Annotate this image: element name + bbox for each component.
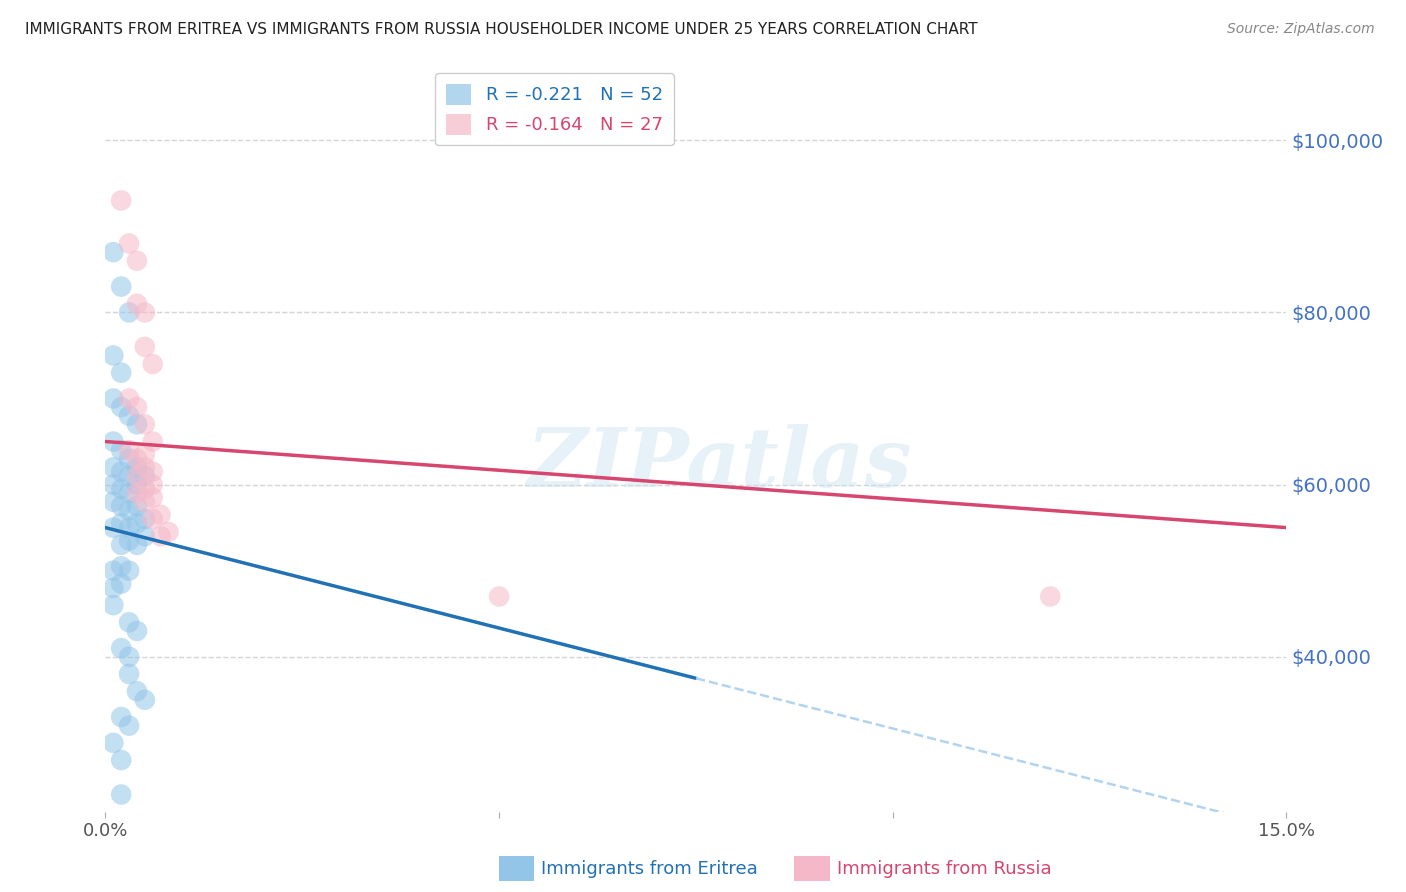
Point (125, 624, 148, 638)
Point (118, 718, 141, 732)
Point (142, 434, 165, 449)
Point (103, 392, 125, 406)
Point (142, 357, 165, 371)
Point (110, 559, 132, 574)
Point (118, 649, 141, 664)
Point (110, 710, 132, 724)
Text: ZIPatlas: ZIPatlas (527, 424, 912, 504)
Point (103, 736, 125, 750)
Point (157, 524, 180, 539)
Point (125, 486, 148, 500)
Point (118, 236, 141, 251)
Legend: R = -0.221   N = 52, R = -0.164   N = 27: R = -0.221 N = 52, R = -0.164 N = 27 (434, 73, 673, 145)
Text: Immigrants from Russia: Immigrants from Russia (837, 860, 1052, 878)
Point (1039, 590, 1062, 604)
Point (110, 400, 132, 414)
Point (110, 465, 132, 479)
Point (125, 469, 148, 483)
Point (118, 451, 141, 466)
Point (142, 512, 165, 526)
Point (134, 529, 156, 543)
Point (125, 477, 148, 491)
Point (142, 477, 165, 491)
Point (110, 194, 132, 208)
Point (110, 366, 132, 380)
Point (125, 451, 148, 466)
Point (125, 253, 148, 268)
Point (149, 508, 172, 522)
Point (110, 443, 132, 458)
Point (103, 581, 125, 595)
Point (134, 512, 156, 526)
Point (110, 753, 132, 767)
Point (110, 641, 132, 656)
Point (118, 667, 141, 681)
Point (103, 477, 125, 491)
Text: Immigrants from Eritrea: Immigrants from Eritrea (541, 860, 758, 878)
Point (134, 447, 156, 461)
Point (488, 590, 510, 604)
Point (118, 564, 141, 578)
Point (134, 305, 156, 319)
Point (110, 482, 132, 496)
Point (103, 348, 125, 362)
Point (118, 409, 141, 423)
Point (103, 434, 125, 449)
Point (125, 460, 148, 475)
Point (110, 279, 132, 293)
Point (110, 788, 132, 802)
Point (125, 516, 148, 531)
Point (118, 503, 141, 517)
Text: Source: ZipAtlas.com: Source: ZipAtlas.com (1227, 22, 1375, 37)
Point (134, 495, 156, 509)
Point (118, 305, 141, 319)
Point (134, 417, 156, 432)
Point (103, 564, 125, 578)
Point (118, 615, 141, 630)
Text: IMMIGRANTS FROM ERITREA VS IMMIGRANTS FROM RUSSIA HOUSEHOLDER INCOME UNDER 25 YE: IMMIGRANTS FROM ERITREA VS IMMIGRANTS FR… (25, 22, 979, 37)
Point (125, 417, 148, 432)
Point (125, 499, 148, 513)
Point (125, 684, 148, 698)
Point (134, 469, 156, 483)
Point (118, 533, 141, 548)
Point (110, 516, 132, 531)
Point (142, 491, 165, 505)
Point (149, 529, 172, 543)
Point (103, 245, 125, 260)
Point (142, 465, 165, 479)
Point (103, 521, 125, 535)
Point (118, 443, 141, 458)
Point (118, 469, 141, 483)
Point (134, 693, 156, 707)
Point (110, 538, 132, 552)
Point (134, 482, 156, 496)
Point (125, 297, 148, 311)
Point (125, 538, 148, 552)
Point (134, 460, 156, 475)
Point (134, 340, 156, 354)
Point (103, 460, 125, 475)
Point (118, 486, 141, 500)
Point (103, 495, 125, 509)
Point (125, 400, 148, 414)
Point (110, 499, 132, 513)
Point (118, 521, 141, 535)
Point (103, 598, 125, 612)
Point (110, 576, 132, 591)
Point (118, 392, 141, 406)
